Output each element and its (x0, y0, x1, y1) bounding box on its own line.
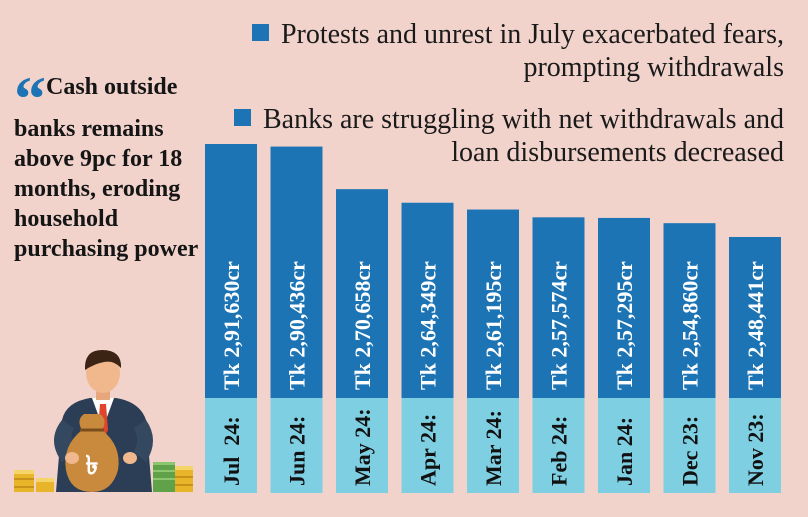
svg-text:৳: ৳ (86, 451, 99, 481)
value-label-2: Tk 2,70,658cr (350, 261, 375, 390)
category-box-6 (598, 398, 650, 493)
category-label-6: Jan 24: (612, 417, 637, 486)
category-label-2: May 24: (350, 408, 375, 486)
category-box-3 (401, 398, 454, 493)
category-box-7 (663, 398, 716, 493)
legend-text-line1: Protests and unrest in July exacerbated … (280, 19, 784, 50)
value-label-6: Tk 2,57,295cr (612, 261, 637, 390)
legend-text-line2: loan disbursements decreased (451, 137, 784, 168)
bar-5 (532, 217, 585, 398)
value-label-5: Tk 2,57,574cr (547, 261, 572, 390)
category-label-7: Dec 23: (678, 416, 703, 486)
category-label-4: Mar 24: (481, 410, 506, 486)
category-box-8 (729, 398, 781, 493)
category-label-3: Apr 24: (416, 414, 441, 486)
bar-8 (729, 237, 781, 398)
category-label-1: Jun 24: (285, 416, 310, 486)
bar-0 (205, 144, 257, 398)
legend-text-line1: Banks are struggling with net withdrawal… (262, 104, 784, 135)
value-label-3: Tk 2,64,349cr (416, 261, 441, 390)
category-label-5: Feb 24: (547, 416, 572, 486)
legend-square-icon (251, 24, 269, 41)
value-label-1: Tk 2,90,436cr (285, 261, 310, 390)
category-label-8: Nov 23: (743, 413, 768, 486)
quote-text: Cash outside banks remains above 9pc for… (14, 74, 199, 262)
legend-text-line2: prompting withdrawals (523, 52, 784, 83)
legend-item-banks: Banks are struggling with net withdrawal… (233, 103, 784, 169)
bar-3 (401, 202, 454, 398)
pull-quote: “Cash outside banks remains above 9pc fo… (14, 67, 199, 264)
value-label-7: Tk 2,54,860cr (678, 261, 703, 390)
category-box-0 (205, 398, 257, 493)
value-label-8: Tk 2,48,441cr (743, 261, 768, 390)
category-box-1 (270, 398, 323, 493)
legend-square-icon (233, 109, 251, 126)
bar-2 (336, 189, 388, 398)
bar-4 (467, 209, 519, 398)
category-box-5 (532, 398, 585, 493)
category-label-0: Jul 24: (219, 416, 244, 486)
legend-item-protests: Protests and unrest in July exacerbated … (251, 18, 784, 84)
category-box-2 (336, 398, 388, 493)
bar-6 (598, 217, 650, 398)
value-label-0: Tk 2,91,630cr (219, 261, 244, 390)
bars-group: Tk 2,91,630cr Jul 24: Tk 2,90,436cr Jun 24:… (205, 144, 781, 493)
value-label-4: Tk 2,61,195cr (481, 261, 506, 390)
bar-1 (270, 146, 323, 398)
businessman-holding-taka-money-bag-icon: ৳ (14, 350, 193, 492)
bar-7 (663, 223, 716, 398)
category-box-4 (467, 398, 519, 493)
